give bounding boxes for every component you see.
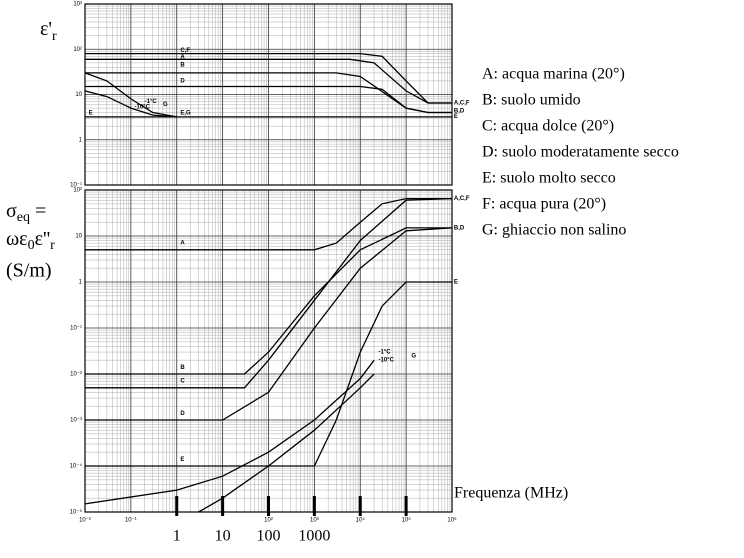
label-part: r [50, 238, 55, 253]
curve [85, 227, 453, 421]
label-part: ε'' [35, 228, 51, 250]
x-tick-label: 10² [264, 518, 273, 524]
curve-label: E [180, 457, 184, 463]
y-tick-label: 10 [75, 92, 82, 98]
curve-label: E,G [180, 111, 191, 117]
curve-label: D [180, 78, 185, 84]
legend-entry: E: suolo molto secco [482, 170, 616, 187]
x-tick-label: 10⁴ [356, 517, 366, 524]
y-tick-label: 10⁻⁵ [70, 509, 83, 516]
legend-entry: F: acqua pura (20°) [482, 196, 606, 213]
curve-label: G [163, 102, 168, 108]
y-tick-label: 10² [73, 47, 82, 53]
plot-frame [84, 3, 453, 186]
x-tick-label: 10⁻¹ [125, 518, 137, 524]
curve [85, 281, 452, 467]
label-part: ωε [6, 228, 28, 250]
curve-label: A [180, 241, 185, 247]
curve-label: B [180, 63, 185, 69]
curve [85, 58, 452, 104]
x-tick-label: 10⁻² [79, 518, 91, 524]
curve-label: E [454, 280, 458, 286]
curve-label: A,C,F [454, 196, 470, 202]
legend-entry: A: acqua marina (20°) [482, 66, 625, 83]
legend-entry: B: suolo umido [482, 92, 581, 109]
curve-label: B,D [454, 225, 465, 231]
curve-label: B,D [454, 109, 465, 115]
curve [85, 197, 452, 251]
marker-label: 1 [173, 528, 181, 545]
curve [85, 85, 452, 114]
top-y-label: ε'r [40, 18, 57, 45]
curve [84, 72, 177, 118]
curve [84, 90, 177, 118]
curve-label: B [180, 365, 185, 371]
y-tick-label: 1 [79, 137, 83, 143]
legend-entry: C: acqua dolce (20°) [482, 118, 614, 135]
y-tick-label: 10⁻² [70, 372, 82, 378]
y-tick-label: 10² [73, 188, 82, 194]
marker-label: 100 [257, 528, 281, 545]
curve [85, 227, 452, 375]
label-part: r [52, 29, 57, 44]
curve-label: E [89, 111, 93, 117]
curve-label: C,F [180, 48, 190, 54]
x-tick-label: 10⁶ [447, 517, 457, 524]
curve-label: -1°C [379, 350, 392, 356]
curve-label: -1°C [145, 99, 158, 105]
curve [84, 359, 375, 505]
y-tick-label: 10⁻³ [70, 418, 82, 424]
x-axis-label: Frequenza (MHz) [454, 485, 568, 502]
y-tick-label: 10⁻⁴ [70, 463, 83, 470]
legend-entry: D: suolo moderatamente secco [482, 144, 679, 161]
y-tick-label: 10⁻¹ [70, 326, 82, 332]
curve-label: A,C,F [454, 101, 470, 107]
curve-label: D [180, 411, 185, 417]
curve-label: -10°C [379, 358, 395, 364]
label-part: σ [6, 200, 17, 222]
y-tick-label: 1 [79, 280, 83, 286]
y-tick-label: 10 [75, 234, 82, 240]
y-tick-label: 10⁻¹ [70, 183, 82, 189]
curve-label: C [180, 379, 185, 385]
marker-label: 10 [215, 528, 231, 545]
label-part: 0 [28, 238, 35, 253]
curve-label: G [411, 353, 416, 359]
curve-label: A [180, 54, 185, 60]
label-part: = [30, 200, 46, 222]
curve-label: E [454, 114, 458, 120]
bottom-y-label: σeq = [6, 200, 46, 226]
bottom-y-label: ωε0ε''r [6, 228, 55, 254]
y-tick-label: 10³ [73, 2, 82, 8]
x-tick-label: 10⁵ [402, 517, 412, 524]
bottom-y-label: (S/m) [6, 260, 52, 282]
curve [85, 197, 453, 389]
legend-entry: G: ghiaccio non salino [482, 222, 626, 239]
x-tick-label: 10³ [310, 518, 319, 524]
label-part: eq [17, 210, 30, 225]
label-part: ε' [40, 18, 52, 40]
curve [198, 373, 375, 513]
marker-label: 1000 [298, 528, 330, 545]
curve-label: -10°C [135, 105, 151, 111]
